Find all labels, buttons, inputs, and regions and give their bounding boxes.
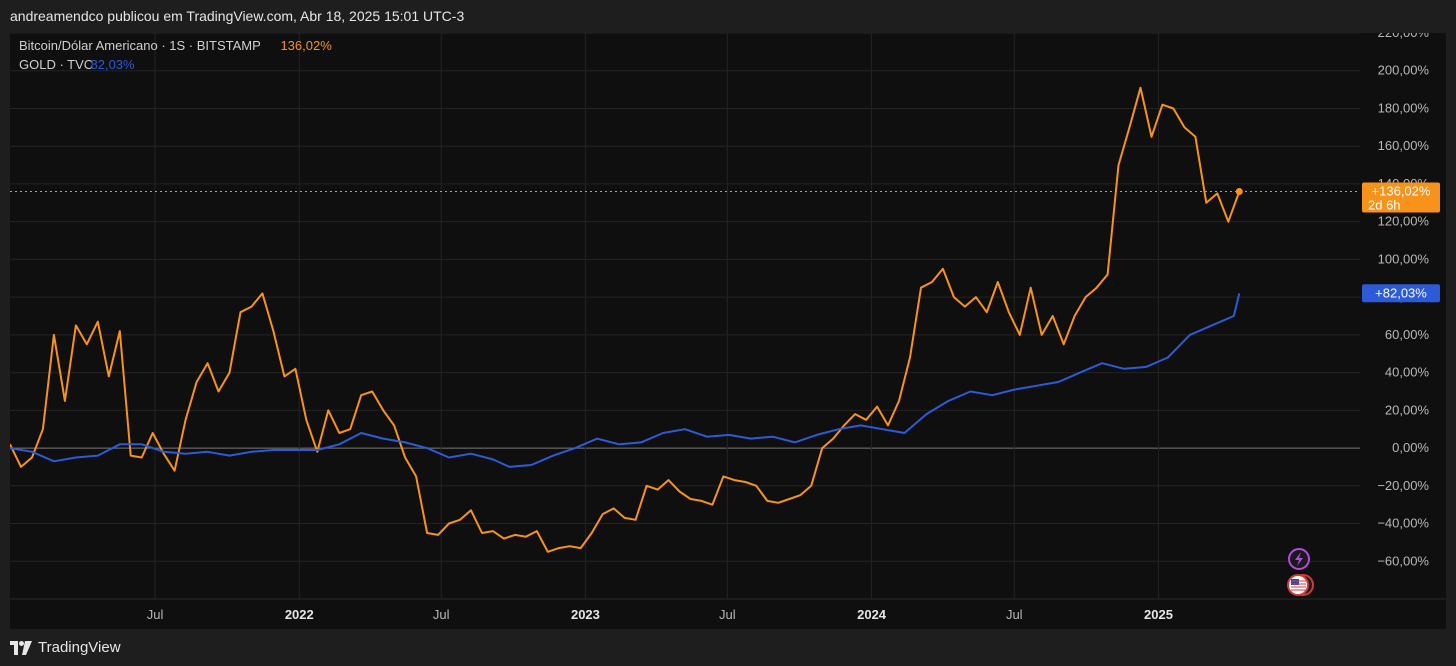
x-tick-label: Jul (719, 607, 736, 622)
tradingview-logo-icon (10, 640, 32, 655)
y-tick-label: 180,00% (1378, 100, 1430, 115)
x-tick-label: 2023 (571, 607, 600, 622)
y-tick-label: 120,00% (1378, 214, 1430, 229)
y-tick-label: 20,00% (1385, 402, 1430, 417)
x-tick-label: Jul (433, 607, 450, 622)
badge-value-text: +136,02% (1372, 183, 1431, 198)
chart-area[interactable]: 220,00%200,00%180,00%160,00%140,00%120,0… (9, 25, 1446, 629)
tradingview-brand[interactable]: TradingView (10, 639, 121, 656)
footer-bar: TradingView (0, 629, 1456, 666)
y-tick-label: −20,00% (1377, 478, 1429, 493)
series-line-gold[interactable] (9, 293, 1241, 468)
y-tick-label: 160,00% (1378, 138, 1430, 153)
y-tick-label: 220,00% (1378, 33, 1430, 40)
y-tick-label: 40,00% (1385, 365, 1430, 380)
badge-timer-text: 2d 6h (1368, 197, 1401, 212)
legend-series-value: 82,03% (91, 57, 136, 72)
publisher-text: andreamendco publicou em TradingView.com… (10, 8, 465, 24)
brand-label: TradingView (38, 639, 121, 656)
x-tick-label: Jul (1006, 607, 1023, 622)
y-tick-label: 200,00% (1378, 63, 1430, 78)
header-bar: andreamendco publicou em TradingView.com… (0, 0, 1456, 33)
badge-value-text: +82,03% (1375, 285, 1427, 300)
x-tick-label: 2025 (1144, 607, 1173, 622)
chart-svg[interactable]: 220,00%200,00%180,00%160,00%140,00%120,0… (9, 25, 1446, 629)
y-tick-label: 60,00% (1385, 327, 1430, 342)
series-line-btc[interactable] (9, 86, 1241, 553)
plot-background (10, 33, 1446, 629)
y-tick-label: −40,00% (1377, 516, 1429, 531)
x-tick-label: 2024 (857, 607, 887, 622)
x-tick-label: 2022 (285, 607, 314, 622)
x-tick-label: Jul (147, 607, 164, 622)
y-tick-label: 0,00% (1392, 440, 1429, 455)
legend-series-name[interactable]: Bitcoin/Dólar Americano · 1S · BITSTAMP (19, 38, 261, 53)
flag-canton (1291, 579, 1299, 585)
btc-value-badge (1362, 182, 1440, 213)
legend-series-value: 136,02% (280, 38, 332, 53)
y-tick-label: 100,00% (1378, 251, 1430, 266)
btc-last-point (1235, 187, 1243, 195)
legend-series-name[interactable]: GOLD · TVC (19, 57, 93, 72)
y-tick-label: −60,00% (1377, 553, 1429, 568)
gold-value-badge (1362, 284, 1440, 303)
lightning-bolt-glyph (1295, 552, 1303, 566)
